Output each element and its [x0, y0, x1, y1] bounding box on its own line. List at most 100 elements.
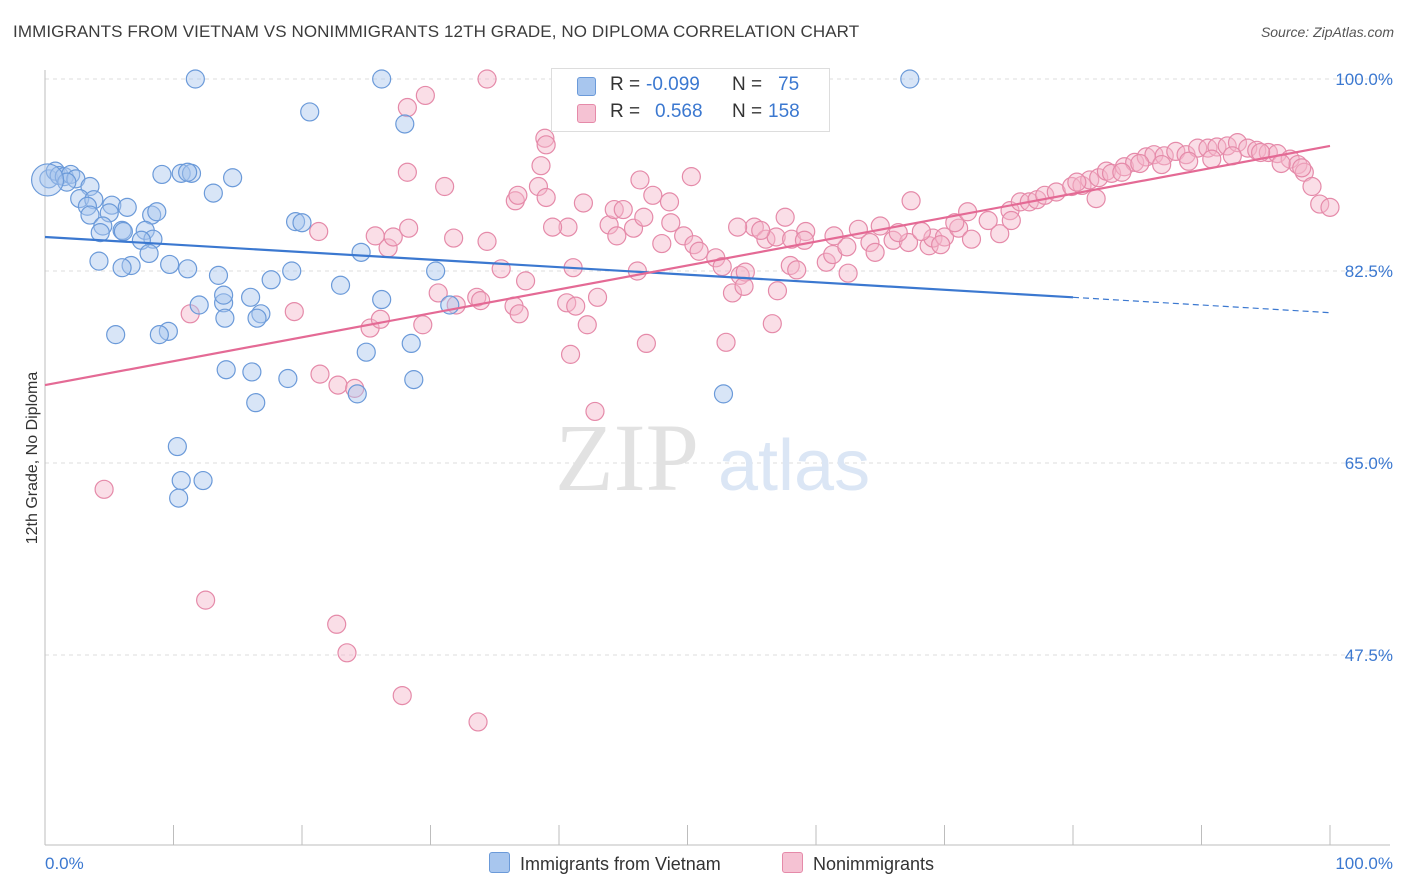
- trend-line-nonimmigrants: [44, 144, 1331, 387]
- data-point: [716, 332, 736, 352]
- axis-layer: [44, 70, 1390, 846]
- trend-lines: [44, 144, 1331, 387]
- data-point: [577, 315, 597, 335]
- data-point: [865, 242, 885, 262]
- legend-swatch-blue: [577, 77, 596, 96]
- data-point: [901, 191, 921, 211]
- watermark-zip: ZIP: [555, 404, 699, 511]
- chart-title: IMMIGRANTS FROM VIETNAM VS NONIMMIGRANTS…: [13, 22, 860, 41]
- data-point: [208, 265, 229, 285]
- data-point: [1086, 188, 1106, 209]
- nonimmigrants-points: [94, 69, 1340, 732]
- data-point: [573, 193, 594, 213]
- vietnam-points: [30, 69, 920, 508]
- data-point: [282, 261, 302, 281]
- data-point: [535, 128, 555, 148]
- data-point: [542, 217, 563, 237]
- data-point: [178, 259, 198, 279]
- data-point: [607, 226, 627, 246]
- trend-line-vietnam: [44, 235, 1074, 299]
- data-point: [1112, 162, 1132, 182]
- legend-n-value: 75: [778, 74, 800, 95]
- data-point: [370, 309, 390, 329]
- data-point: [870, 216, 890, 236]
- data-point: [351, 242, 371, 262]
- data-point: [652, 233, 672, 254]
- data-point: [399, 218, 419, 238]
- stats-legend: R = -0.099 N = 75 R = 0.568 N = 158: [551, 68, 830, 132]
- data-point: [1144, 145, 1164, 165]
- x-tick-label: 100.0%: [1335, 854, 1393, 873]
- data-point: [613, 199, 633, 220]
- y-tick-label: 65.0%: [1345, 454, 1393, 473]
- data-point: [242, 362, 262, 382]
- data-point: [1130, 153, 1150, 174]
- data-point: [147, 202, 167, 222]
- data-point: [372, 289, 392, 310]
- data-point: [762, 314, 782, 334]
- data-point: [215, 308, 235, 328]
- bottom-legend-nonimmigrants: Nonimmigrants: [782, 852, 934, 876]
- data-point: [285, 212, 306, 232]
- data-point: [383, 227, 403, 247]
- data-point: [89, 251, 109, 271]
- data-point: [536, 187, 556, 208]
- watermark-atlas: atlas: [718, 426, 870, 506]
- data-point: [397, 97, 417, 118]
- data-point: [246, 393, 266, 413]
- data-point: [1089, 168, 1109, 188]
- data-point: [509, 304, 529, 324]
- data-point: [117, 197, 137, 217]
- bottom-legend-swatch-pink: [782, 852, 803, 873]
- x-tick-label: 0.0%: [45, 854, 84, 873]
- data-point: [824, 226, 844, 246]
- data-point: [536, 135, 556, 155]
- data-point: [300, 102, 320, 122]
- data-point: [193, 470, 213, 491]
- data-point: [531, 156, 551, 176]
- data-point: [587, 287, 608, 307]
- data-point: [689, 241, 709, 261]
- data-point: [722, 283, 743, 303]
- data-point: [643, 185, 663, 205]
- data-point: [435, 176, 455, 197]
- data-point: [630, 170, 650, 190]
- data-point: [730, 265, 750, 285]
- data-point: [80, 205, 100, 225]
- data-point: [634, 207, 654, 227]
- data-point: [392, 685, 412, 706]
- data-point: [90, 223, 110, 243]
- data-point: [659, 192, 680, 212]
- data-point: [278, 368, 298, 389]
- y-tick-label: 100.0%: [1335, 70, 1393, 89]
- data-point: [1188, 138, 1208, 158]
- data-point: [1202, 149, 1222, 169]
- data-point: [1302, 176, 1322, 197]
- data-point: [196, 590, 216, 610]
- data-point: [171, 163, 191, 183]
- data-point: [477, 69, 497, 89]
- data-point: [214, 293, 234, 313]
- data-point: [684, 235, 704, 255]
- bottom-legend-swatch-blue: [489, 852, 510, 873]
- data-point: [713, 384, 734, 404]
- data-point: [681, 167, 701, 187]
- data-point: [413, 315, 433, 335]
- data-point: [395, 114, 415, 134]
- data-point: [397, 162, 417, 182]
- data-point: [599, 215, 619, 235]
- data-point: [401, 333, 421, 354]
- legend-r-label: R =: [610, 101, 641, 122]
- data-point: [214, 285, 234, 305]
- data-point: [292, 213, 312, 233]
- data-point: [102, 195, 122, 215]
- legend-n-label: N =: [732, 74, 763, 95]
- data-point: [203, 183, 223, 203]
- data-point: [477, 231, 497, 251]
- data-point: [216, 360, 236, 380]
- data-point: [1001, 210, 1021, 231]
- legend-n-label: N =: [732, 101, 763, 122]
- data-point: [794, 230, 815, 250]
- data-point: [160, 254, 180, 275]
- y-axis-label: 12th Grade, No Diploma: [24, 372, 41, 545]
